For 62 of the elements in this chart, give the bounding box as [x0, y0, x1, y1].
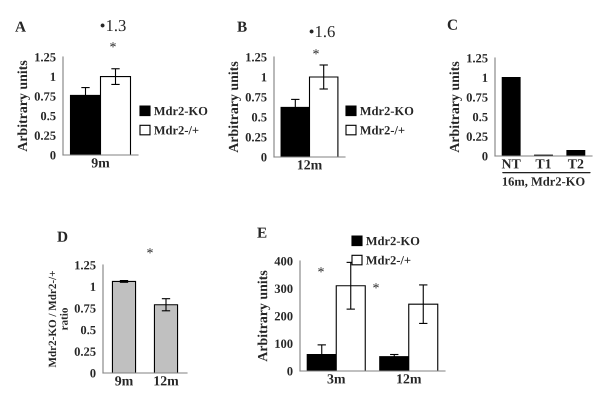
y-tick-label: 1.25	[35, 53, 56, 62]
x-tick-label: 12m	[154, 376, 178, 386]
y-tick-label: 0.25	[246, 133, 267, 142]
y-tick-label: 0.25	[34, 131, 56, 140]
y-axis-title: Arbitrary units	[449, 62, 462, 153]
y-tick-label: 0.25	[74, 347, 96, 356]
x-tick-label: 12m	[298, 160, 322, 170]
y-tick-label: 1.25	[467, 54, 488, 63]
x-tick-label: T1	[536, 159, 551, 168]
annotation: *	[373, 283, 379, 288]
y-tick-label: 0	[261, 153, 267, 162]
y-tick-label: 0.5	[472, 112, 488, 122]
y-tick-label: 1.25	[75, 261, 96, 270]
text: *	[110, 42, 116, 48]
y-tick-label: 0	[287, 367, 293, 376]
y-axis-title: Arbitrary units	[258, 270, 270, 362]
legend-label: Mdr2-KO	[154, 106, 208, 116]
legend-label: Mdr2-/+	[154, 126, 198, 135]
y-tick-label: 0.25	[466, 132, 488, 141]
y-tick-label: 0.75	[246, 93, 267, 102]
x-tick-label: 12m	[397, 374, 422, 384]
chart-title: B	[237, 22, 247, 32]
y-tick-label: 0.75	[34, 92, 56, 101]
y-tick-label: 1	[482, 74, 488, 82]
y-tick-label: 100	[275, 340, 293, 348]
y-tick-label: 0	[90, 369, 96, 378]
legend-label: Mdr2-KO	[360, 106, 414, 116]
y-tick-label: 1.25	[246, 53, 267, 62]
y-tick-label: 0	[50, 151, 56, 160]
y-tick-label: 0.5	[80, 326, 96, 334]
x-tick-label: NT	[502, 159, 521, 168]
x-tick-label: 9m	[92, 158, 110, 168]
y-tick-label: 400	[274, 257, 293, 266]
x-tick-label: T2	[568, 159, 584, 168]
y-axis-title: Arbitrary units	[17, 60, 30, 152]
x-axis-title: 16m, Mdr2-KO	[502, 176, 585, 188]
text: *	[147, 248, 153, 254]
legend-label: Mdr2-/+	[366, 256, 410, 265]
chart-title: D	[57, 232, 68, 242]
text: •1.3	[100, 20, 126, 32]
annotation: *	[318, 267, 324, 272]
chart-title: E	[257, 228, 266, 238]
y-tick-label: 0.5	[40, 112, 56, 120]
y-tick-label: 300	[274, 284, 293, 293]
y-tick-label: 0.75	[74, 304, 96, 313]
text: *	[313, 49, 319, 54]
x-tick-label: 9m	[115, 376, 134, 386]
y-tick-label: 0.5	[252, 113, 267, 122]
legend-label: Mdr2-KO	[366, 236, 420, 246]
y-tick-label: 0	[482, 152, 488, 160]
chart-title: C	[448, 20, 457, 30]
y-axis-title: Arbitrary units	[228, 62, 242, 153]
y-axis-title: Mdr2-KO / Mdr2-/+ ratio	[48, 271, 68, 368]
text: •1.6	[310, 26, 335, 38]
x-tick-label: 3m	[328, 374, 346, 384]
y-tick-label: 1	[50, 72, 56, 81]
y-tick-label: 1	[262, 73, 266, 82]
legend-label: Mdr2-/+	[360, 126, 404, 135]
chart-title: A	[15, 22, 26, 32]
y-tick-label: 0.75	[466, 93, 488, 102]
y-tick-label: 200	[274, 312, 293, 320]
y-tick-label: 1	[90, 282, 96, 291]
